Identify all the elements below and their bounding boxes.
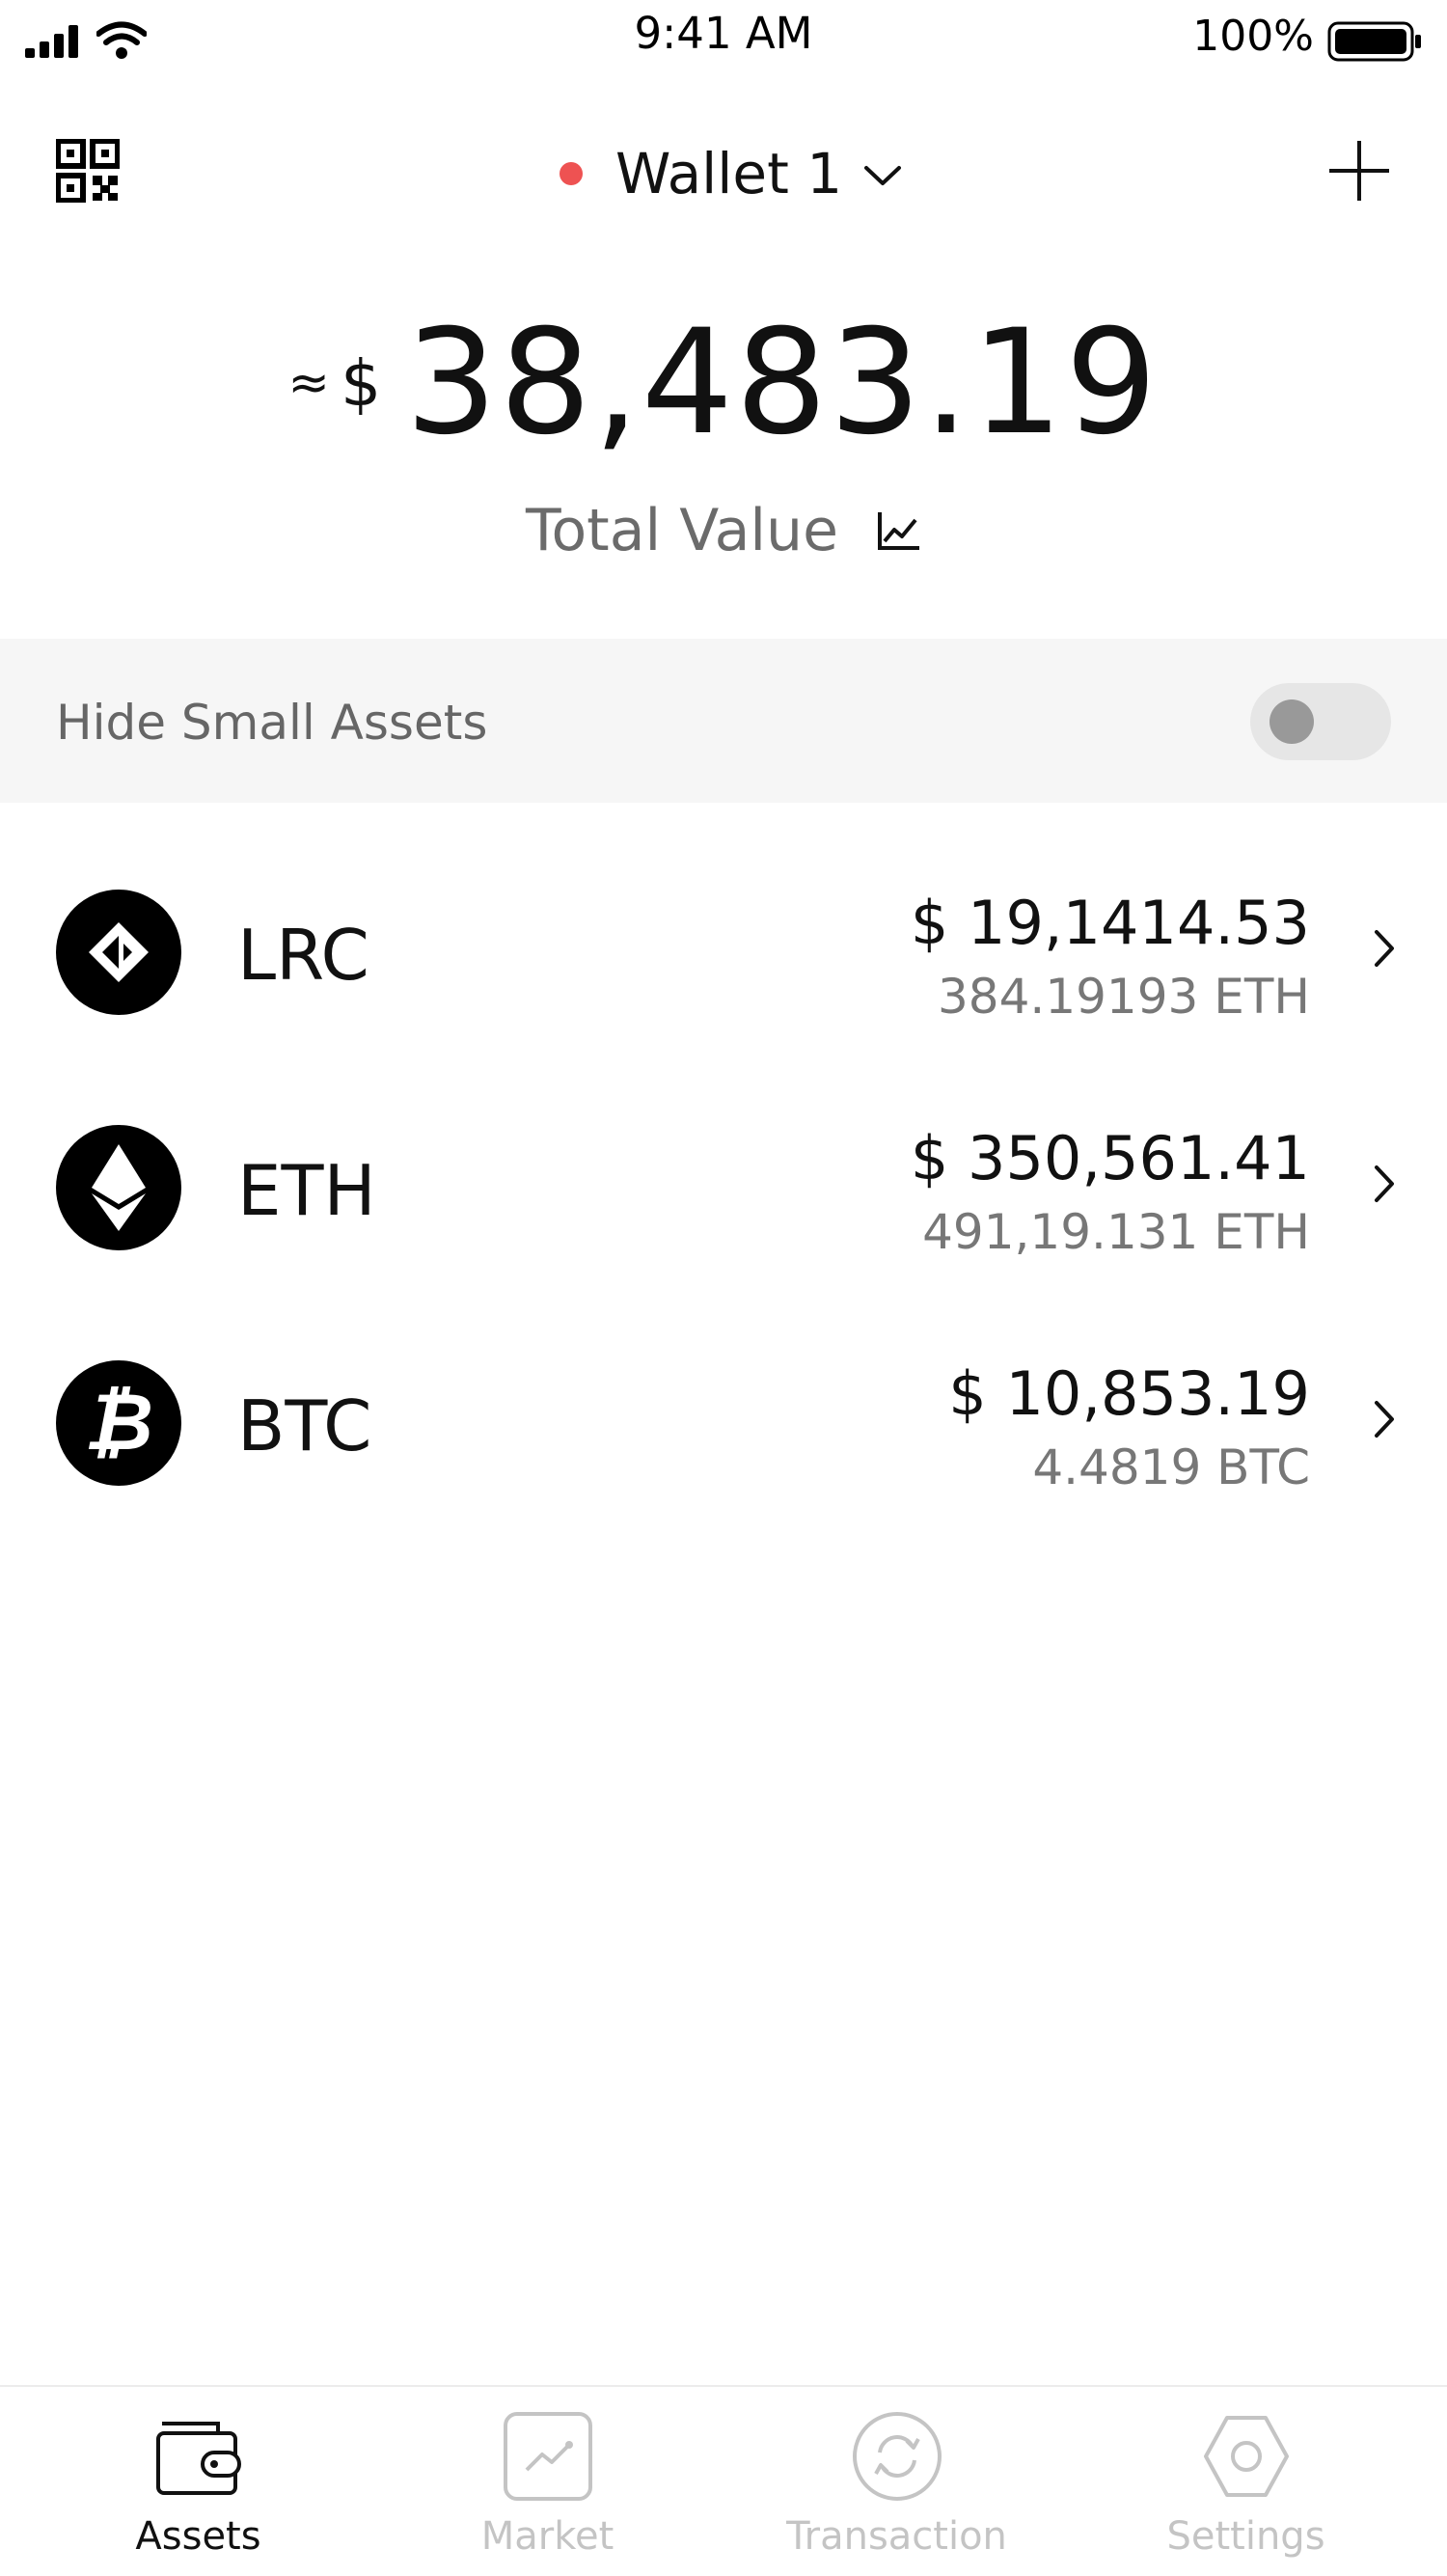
wallet-status-dot (560, 162, 583, 185)
bottom-tab-bar: Assets Market Transaction Settings (0, 2385, 1447, 2576)
tab-label: Settings (1166, 2514, 1325, 2559)
qr-code-icon[interactable] (56, 139, 120, 203)
toggle-knob (1270, 699, 1314, 744)
asset-row-lrc[interactable]: LRC $ 19,1414.53 384.19193 ETH (0, 880, 1447, 1073)
tab-assets[interactable]: Assets (17, 2387, 379, 2576)
asset-row-btc[interactable]: ₿ BTC $ 10,853.19 4.4819 BTC (0, 1351, 1447, 1544)
tab-transaction[interactable]: Transaction (716, 2387, 1078, 2576)
tab-label: Transaction (786, 2514, 1007, 2559)
hide-small-assets-bar: Hide Small Assets (0, 639, 1447, 803)
battery-icon (1327, 21, 1421, 62)
balance-amount: 38,483.19 (405, 299, 1160, 467)
asset-symbol: ETH (237, 1150, 376, 1231)
asset-fiat-value: $ 10,853.19 (948, 1358, 1310, 1429)
tab-market[interactable]: Market (367, 2387, 728, 2576)
total-balance: ≈ $ 38,483.19 (0, 299, 1447, 467)
asset-symbol: LRC (237, 915, 369, 996)
chevron-down-icon (864, 166, 902, 185)
chevron-right-icon (1375, 1401, 1394, 1438)
asset-crypto-value: 4.4819 BTC (1032, 1439, 1310, 1495)
battery-percentage: 100% (1192, 12, 1314, 61)
wallet-icon (155, 2422, 241, 2495)
cellular-signal-icon (25, 25, 78, 58)
approx-symbol: ≈ (287, 354, 330, 412)
wifi-icon (96, 21, 147, 59)
header: Wallet 1 (0, 125, 1447, 222)
transaction-icon (852, 2412, 942, 2501)
asset-symbol: BTC (237, 1385, 372, 1466)
asset-crypto-value: 384.19193 ETH (937, 969, 1310, 1025)
market-chart-icon (503, 2412, 592, 2501)
status-bar: 9:41 AM 100% (0, 0, 1447, 83)
status-time: 9:41 AM (634, 8, 813, 59)
settings-hexagon-icon (1203, 2416, 1289, 2497)
total-value-row[interactable]: Total Value (0, 497, 1447, 564)
asset-fiat-value: $ 350,561.41 (910, 1123, 1310, 1193)
plus-icon[interactable] (1327, 139, 1391, 203)
tab-label: Market (480, 2514, 614, 2559)
wallet-name: Wallet 1 (615, 141, 843, 206)
currency-symbol: $ (341, 345, 382, 421)
eth-icon (56, 1125, 181, 1250)
asset-row-eth[interactable]: ETH $ 350,561.41 491,19.131 ETH (0, 1115, 1447, 1308)
lrc-icon (56, 890, 181, 1015)
chevron-right-icon (1375, 930, 1394, 967)
hide-small-assets-toggle[interactable] (1250, 683, 1391, 760)
btc-icon: ₿ (56, 1360, 181, 1486)
wallet-selector[interactable]: Wallet 1 (560, 135, 902, 212)
asset-fiat-value: $ 19,1414.53 (910, 888, 1310, 958)
total-value-label: Total Value (526, 497, 838, 564)
asset-crypto-value: 491,19.131 ETH (922, 1204, 1310, 1260)
chevron-right-icon (1375, 1165, 1394, 1202)
line-chart-icon[interactable] (877, 510, 921, 551)
tab-settings[interactable]: Settings (1065, 2387, 1427, 2576)
hide-small-assets-label: Hide Small Assets (56, 695, 488, 751)
tab-label: Assets (135, 2514, 261, 2559)
